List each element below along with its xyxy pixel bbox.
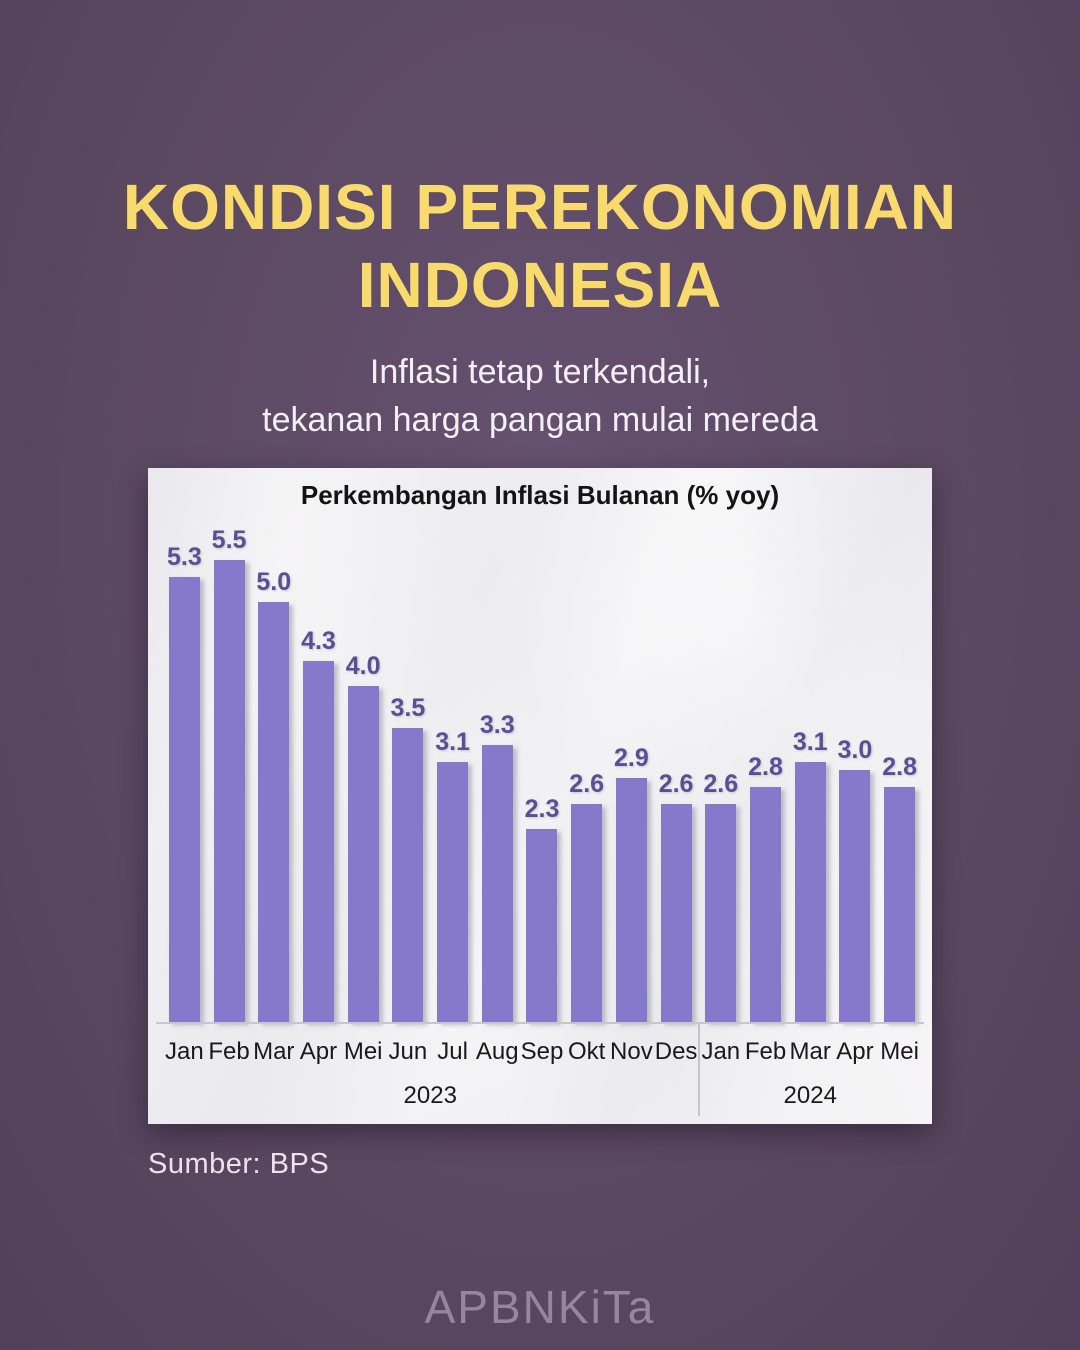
bar <box>526 829 558 1022</box>
bar <box>839 770 871 1022</box>
x-axis-years: 2023 2024 <box>162 1074 922 1116</box>
bar <box>749 787 781 1022</box>
bar-column: 5.0 <box>251 468 296 1022</box>
bar-value-label: 2.9 <box>614 744 649 772</box>
year-label: 2023 <box>403 1082 457 1109</box>
page-subtitle-line2: tekanan harga pangan mulai mereda <box>262 401 818 439</box>
year-group-divider <box>698 1024 701 1116</box>
page-title-line2: INDONESIA <box>357 249 723 321</box>
plot-area: 5.3 5.5 5.0 4.3 4.0 3.5 3.1 3.3 2.3 2.6 2.9 2.6 2.6 2… <box>162 468 922 1022</box>
watermark: APBNKiTa <box>424 1281 656 1333</box>
month-label: Okt <box>568 1038 606 1065</box>
bar <box>660 804 692 1022</box>
bar-value-label: 2.8 <box>748 753 783 781</box>
bar-column: 2.8 <box>743 468 788 1022</box>
month-label: Sep <box>520 1038 564 1065</box>
bar-column: 2.6 <box>698 468 743 1022</box>
bar-column: 5.5 <box>207 468 252 1022</box>
bar-value-label: 2.6 <box>658 770 694 798</box>
x-axis-months: Jan Feb Mar Apr Mei Jun Jul Aug Sep Okt Nov Des Jan F… <box>162 1038 922 1066</box>
bar-column: 2.3 <box>520 468 565 1022</box>
bar-value-label: 5.3 <box>166 543 202 571</box>
month-label: Apr <box>836 1038 874 1065</box>
month-label: Mei <box>880 1038 919 1065</box>
bar <box>302 661 334 1022</box>
bar-column: 3.1 <box>430 468 475 1022</box>
bar-column: 3.1 <box>788 468 833 1022</box>
chart-title: Perkembangan Inflasi Bulanan (% yoy) <box>300 480 780 510</box>
page-title-line1: KONDISI PEREKONOMIAN <box>122 171 958 243</box>
bar-column: 4.3 <box>296 468 341 1022</box>
month-label: Jan <box>165 1038 204 1065</box>
month-label: Nov <box>610 1038 653 1065</box>
page-subtitle-line1: Inflasi tetap terkendali, <box>369 353 711 391</box>
month-label: Feb <box>208 1038 250 1065</box>
page-title: KONDISI PEREKONOMIAN INDONESIA <box>0 168 1080 324</box>
inflation-chart-panel: Perkembangan Inflasi Bulanan (% yoy) 5.3… <box>148 468 932 1124</box>
bar-column: 2.6 <box>564 468 609 1022</box>
bar-column: 3.0 <box>833 468 878 1022</box>
source-note: Sumber: BPS <box>148 1148 330 1180</box>
month-label: Jan <box>701 1038 741 1065</box>
bar-value-label: 2.3 <box>524 795 560 823</box>
bar <box>884 787 916 1022</box>
bar-column: 5.3 <box>162 468 207 1022</box>
bar-value-label: 3.1 <box>792 728 828 756</box>
bar <box>437 762 469 1022</box>
bar <box>347 686 379 1022</box>
month-label: Des <box>654 1038 698 1065</box>
bar-value-label: 3.3 <box>479 711 515 739</box>
bar-value-label: 3.1 <box>435 728 470 756</box>
bar-column: 4.0 <box>341 468 386 1022</box>
bar <box>615 778 647 1022</box>
bar-value-label: 5.0 <box>256 568 292 596</box>
bar <box>571 804 603 1022</box>
month-label: Mar <box>253 1038 295 1065</box>
month-label: Feb <box>744 1038 787 1065</box>
bar-column: 2.6 <box>654 468 699 1022</box>
month-label: Apr <box>299 1038 338 1065</box>
bar <box>168 577 200 1022</box>
bar-value-label: 3.5 <box>390 694 426 722</box>
bar <box>213 560 245 1022</box>
month-label: Jun <box>388 1038 428 1065</box>
bar <box>705 804 737 1022</box>
bar-value-label: 4.0 <box>345 652 381 680</box>
bar-column: 3.3 <box>475 468 520 1022</box>
bar <box>794 762 826 1022</box>
bar-value-label: 3.0 <box>837 736 873 764</box>
bar <box>392 728 424 1022</box>
bar-column: 2.9 <box>609 468 654 1022</box>
bar-column: 3.5 <box>386 468 431 1022</box>
bar <box>481 745 513 1022</box>
bar-value-label: 2.6 <box>703 770 739 798</box>
month-label: Mei <box>343 1038 383 1065</box>
page-subtitle: Inflasi tetap terkendali, tekanan harga … <box>0 348 1080 444</box>
year-label: 2024 <box>783 1082 837 1109</box>
month-label: Mar <box>789 1038 831 1065</box>
bar-value-label: 4.3 <box>301 627 336 655</box>
bar-value-label: 2.6 <box>569 770 605 798</box>
x-axis-line <box>156 1022 924 1024</box>
bar-value-label: 2.8 <box>882 753 917 781</box>
bar <box>258 602 290 1022</box>
bar-value-label: 5.5 <box>211 526 247 554</box>
month-label: Aug <box>475 1038 519 1065</box>
month-label: Jul <box>437 1038 468 1065</box>
bar-column: 2.8 <box>877 468 922 1022</box>
